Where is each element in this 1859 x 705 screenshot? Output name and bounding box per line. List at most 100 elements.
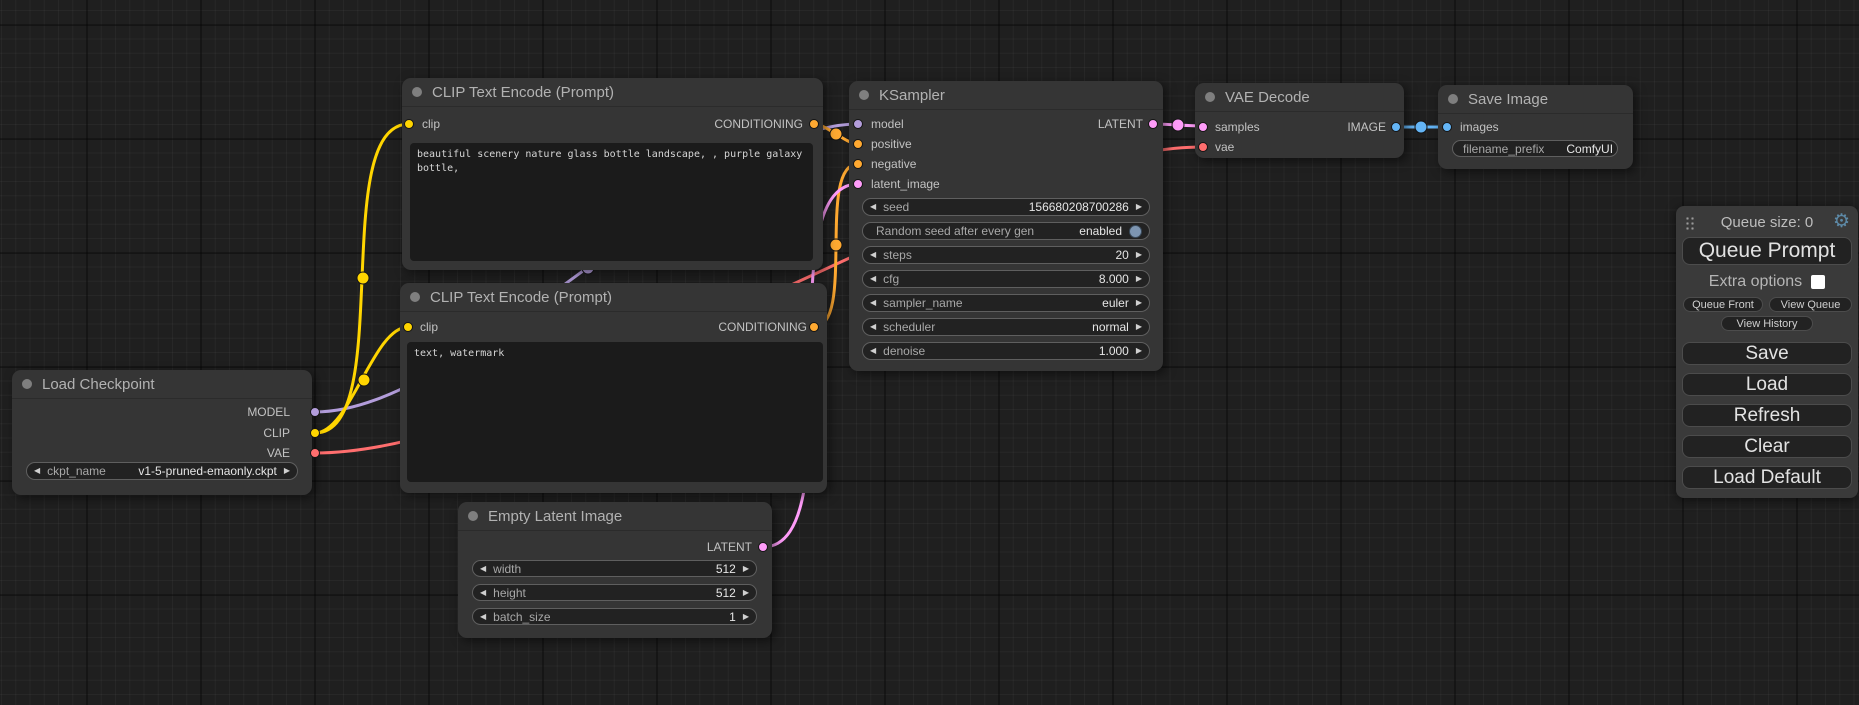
- steps-widget[interactable]: ◀ steps 20 ▶: [862, 246, 1150, 264]
- output-port-vae[interactable]: [310, 448, 320, 458]
- height-widget[interactable]: ◀ height 512 ▶: [472, 584, 757, 601]
- collapse-dot-icon[interactable]: [859, 90, 869, 100]
- extra-options-checkbox[interactable]: [1811, 274, 1826, 289]
- widget-label: steps: [883, 248, 912, 262]
- input-port-clip[interactable]: [404, 119, 414, 129]
- widget-value: normal: [1092, 320, 1129, 334]
- input-label-positive: positive: [871, 137, 912, 151]
- node-header[interactable]: Save Image: [1438, 85, 1633, 114]
- output-port-clip[interactable]: [310, 428, 320, 438]
- input-label-samples: samples: [1215, 120, 1260, 134]
- output-port-conditioning[interactable]: [809, 322, 819, 332]
- input-port-latent-image[interactable]: [853, 179, 863, 189]
- seed-widget[interactable]: ◀ seed 156680208700286 ▶: [862, 198, 1150, 216]
- drag-handle-icon[interactable]: [1685, 216, 1694, 230]
- input-port-negative[interactable]: [853, 159, 863, 169]
- widget-label: Random seed after every gen: [876, 224, 1035, 238]
- input-label-images: images: [1460, 120, 1499, 134]
- left-arrow-icon[interactable]: ◀: [480, 563, 487, 573]
- node-clip-text-encode-positive[interactable]: CLIP Text Encode (Prompt) clip CONDITION…: [402, 78, 823, 270]
- right-arrow-icon[interactable]: ▶: [1135, 274, 1142, 283]
- width-widget[interactable]: ◀ width 512 ▶: [472, 560, 757, 577]
- right-arrow-icon[interactable]: ▶: [283, 466, 290, 475]
- input-port-clip[interactable]: [403, 322, 413, 332]
- right-arrow-icon[interactable]: ▶: [1135, 322, 1142, 331]
- left-arrow-icon[interactable]: ◀: [480, 587, 487, 597]
- view-history-button[interactable]: View History: [1721, 316, 1813, 331]
- node-load-checkpoint[interactable]: Load Checkpoint MODEL CLIP VAE ◀ ckpt_na…: [12, 370, 320, 495]
- link-dot-clip-negative: [357, 373, 371, 387]
- right-arrow-icon[interactable]: ▶: [742, 563, 749, 573]
- node-header[interactable]: Empty Latent Image: [458, 502, 772, 531]
- node-header[interactable]: CLIP Text Encode (Prompt): [400, 283, 827, 312]
- load-button[interactable]: Load: [1682, 373, 1852, 396]
- collapse-dot-icon[interactable]: [1205, 92, 1215, 102]
- input-port-images[interactable]: [1442, 122, 1452, 132]
- output-port-latent[interactable]: [758, 542, 768, 552]
- node-vae-decode[interactable]: VAE Decode samples vae IMAGE: [1195, 83, 1404, 158]
- right-arrow-icon[interactable]: ▶: [1135, 298, 1142, 307]
- collapse-dot-icon[interactable]: [410, 292, 420, 302]
- output-port-image[interactable]: [1391, 122, 1401, 132]
- node-header[interactable]: KSampler: [849, 81, 1163, 110]
- prompt-textarea[interactable]: text, watermark: [407, 342, 823, 482]
- random-seed-toggle-widget[interactable]: Random seed after every gen enabled: [862, 222, 1150, 240]
- input-port-vae[interactable]: [1198, 142, 1208, 152]
- link-dot-cond-positive: [829, 127, 843, 141]
- left-arrow-icon[interactable]: ◀: [870, 322, 877, 331]
- node-empty-latent-image[interactable]: Empty Latent Image LATENT ◀ width 512 ▶ …: [458, 502, 772, 638]
- right-arrow-icon[interactable]: ▶: [1135, 202, 1142, 211]
- node-ksampler[interactable]: KSampler model positive negative latent_…: [849, 81, 1163, 371]
- node-save-image[interactable]: Save Image images filename_prefix ComfyU…: [1438, 85, 1633, 169]
- gear-icon[interactable]: ⚙: [1832, 211, 1850, 232]
- right-arrow-icon[interactable]: ▶: [742, 611, 749, 621]
- input-port-positive[interactable]: [853, 139, 863, 149]
- view-queue-button[interactable]: View Queue: [1769, 297, 1852, 312]
- scheduler-widget[interactable]: ◀ scheduler normal ▶: [862, 318, 1150, 336]
- clear-button[interactable]: Clear: [1682, 435, 1852, 458]
- collapse-dot-icon[interactable]: [468, 511, 478, 521]
- input-port-model[interactable]: [853, 119, 863, 129]
- output-port-conditioning[interactable]: [809, 119, 819, 129]
- left-arrow-icon[interactable]: ◀: [34, 466, 41, 475]
- collapse-dot-icon[interactable]: [22, 379, 32, 389]
- queue-front-button[interactable]: Queue Front: [1683, 297, 1763, 312]
- right-arrow-icon[interactable]: ▶: [1135, 346, 1142, 355]
- widget-label: width: [493, 561, 522, 576]
- filename-prefix-widget[interactable]: filename_prefix ComfyUI: [1452, 140, 1618, 157]
- link-dot-image: [1414, 120, 1428, 134]
- node-title: Save Image: [1468, 90, 1549, 108]
- output-port-latent[interactable]: [1148, 119, 1158, 129]
- widget-label: height: [493, 585, 526, 600]
- ckpt-name-widget[interactable]: ◀ ckpt_name v1-5-pruned-emaonly.ckpt ▶: [26, 462, 298, 480]
- load-default-button[interactable]: Load Default: [1682, 466, 1852, 489]
- output-label-latent: LATENT: [1097, 117, 1143, 131]
- save-button[interactable]: Save: [1682, 342, 1852, 365]
- batch-size-widget[interactable]: ◀ batch_size 1 ▶: [472, 608, 757, 625]
- left-arrow-icon[interactable]: ◀: [870, 298, 877, 307]
- left-arrow-icon[interactable]: ◀: [870, 250, 877, 259]
- input-label-vae: vae: [1215, 140, 1235, 154]
- left-arrow-icon[interactable]: ◀: [480, 611, 487, 621]
- denoise-widget[interactable]: ◀ denoise 1.000 ▶: [862, 342, 1150, 360]
- prompt-textarea[interactable]: beautiful scenery nature glass bottle la…: [410, 143, 813, 261]
- input-port-samples[interactable]: [1198, 122, 1208, 132]
- sampler-name-widget[interactable]: ◀ sampler_name euler ▶: [862, 294, 1150, 312]
- output-port-model[interactable]: [310, 407, 320, 417]
- toggle-dot-icon[interactable]: [1129, 224, 1142, 238]
- node-header[interactable]: CLIP Text Encode (Prompt): [402, 78, 823, 107]
- queue-prompt-button[interactable]: Queue Prompt: [1682, 237, 1852, 265]
- node-header[interactable]: Load Checkpoint: [12, 370, 312, 399]
- refresh-button[interactable]: Refresh: [1682, 404, 1852, 427]
- node-clip-text-encode-negative[interactable]: CLIP Text Encode (Prompt) clip CONDITION…: [400, 283, 827, 493]
- left-arrow-icon[interactable]: ◀: [870, 274, 877, 283]
- left-arrow-icon[interactable]: ◀: [870, 346, 877, 355]
- left-arrow-icon[interactable]: ◀: [870, 202, 877, 211]
- node-header[interactable]: VAE Decode: [1195, 83, 1404, 112]
- collapse-dot-icon[interactable]: [412, 87, 422, 97]
- cfg-widget[interactable]: ◀ cfg 8.000 ▶: [862, 270, 1150, 288]
- right-arrow-icon[interactable]: ▶: [742, 587, 749, 597]
- right-arrow-icon[interactable]: ▶: [1135, 250, 1142, 259]
- collapse-dot-icon[interactable]: [1448, 94, 1458, 104]
